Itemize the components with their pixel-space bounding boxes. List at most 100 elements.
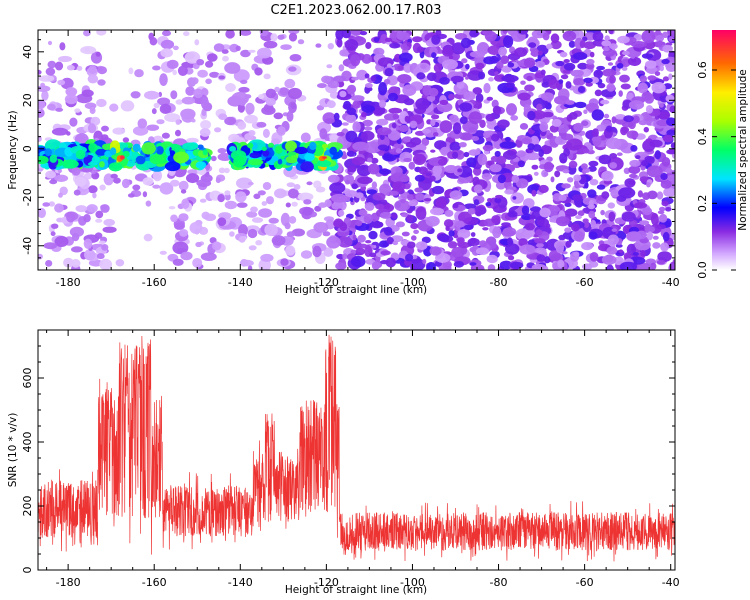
spectrogram-cell <box>594 89 602 97</box>
spectrogram-cell <box>588 261 599 268</box>
spectrogram-cell <box>50 231 56 237</box>
spectrogram-cell <box>608 30 614 35</box>
spectrogram-cell <box>535 242 544 248</box>
spectrogram-cell <box>422 258 427 265</box>
spectrogram-cell <box>640 250 646 257</box>
spectrogram-cell <box>91 156 100 164</box>
spectrogram-cell <box>327 174 340 183</box>
spectrogram-cell <box>586 58 595 65</box>
spectrogram-cell <box>370 221 383 229</box>
spectrogram-cell <box>531 164 539 170</box>
spectrogram-cell <box>49 154 58 163</box>
spectrogram-cell <box>447 241 458 249</box>
spectrogram-cell <box>367 157 373 163</box>
spectrogram-cell <box>329 146 338 155</box>
spectrogram-cell <box>581 120 589 127</box>
spectrogram-cell <box>549 125 559 133</box>
spectrogram-cell <box>335 30 344 40</box>
spectrogram-cell <box>324 118 335 124</box>
spectrogram-cell <box>484 31 497 42</box>
spectrogram-cell <box>169 150 176 157</box>
spectrogram-cell <box>413 229 419 234</box>
spectrogram-cell <box>498 46 508 56</box>
spectrogram-cell <box>218 113 228 120</box>
spectrogram-cell <box>408 200 417 207</box>
spectrogram-cell <box>350 54 361 67</box>
spectrogram-cell <box>627 56 642 66</box>
spectrogram-cell <box>397 65 404 70</box>
spectrogram-cell <box>596 184 606 190</box>
spectrogram-cell <box>55 107 64 112</box>
spectrogram-cell <box>54 203 64 213</box>
spectrogram-cell <box>89 106 96 115</box>
spectrogram-cell <box>603 46 610 52</box>
spectrogram-cell <box>38 108 45 118</box>
spectrogram-cell <box>483 130 491 139</box>
spectrogram-cell <box>291 201 298 207</box>
spectrogram-cell <box>558 79 564 84</box>
x-tick-label: -60 <box>576 276 594 289</box>
spectrogram-cell <box>38 135 42 142</box>
spectrogram-cell <box>246 211 258 218</box>
spectrogram-cell <box>201 211 210 220</box>
spectrogram-cell <box>501 230 516 237</box>
spectrogram-cell <box>59 42 66 51</box>
spectrogram-cell <box>558 195 567 202</box>
spectrogram-cell <box>406 214 414 223</box>
spectrogram-cell <box>364 202 375 211</box>
x-tick-label: -40 <box>662 276 680 289</box>
spectrogram-cell <box>629 159 641 167</box>
spectrogram-cell <box>646 231 654 241</box>
spectrogram-cell <box>335 262 347 270</box>
spectrogram-cell <box>391 213 398 219</box>
y-tick-label: 400 <box>21 432 34 453</box>
spectrogram-cell <box>531 189 537 197</box>
spectrogram-cell <box>632 252 639 256</box>
spectrogram-cell <box>373 37 380 43</box>
spectrogram-cell <box>337 236 353 248</box>
spectrogram-cell <box>545 129 551 136</box>
spectrogram-cell <box>326 236 341 249</box>
spectrogram-cell <box>662 134 674 143</box>
spectrogram-cell <box>660 172 668 181</box>
spectrogram-cell <box>371 261 380 270</box>
spectrogram-cell <box>81 89 94 97</box>
spectrogram-cell <box>457 168 463 173</box>
spectrogram-cell <box>359 30 368 36</box>
spectrogram-cell <box>559 51 568 58</box>
spectrogram-cell <box>344 39 359 51</box>
spectrogram-cell <box>254 67 263 76</box>
spectrogram-cell <box>47 60 57 69</box>
spectrogram-cell <box>383 226 393 236</box>
spectrogram-cell <box>467 208 476 215</box>
spectrogram-cell <box>505 243 520 255</box>
spectrogram-cell <box>629 173 638 179</box>
spectrogram-cell <box>482 144 494 152</box>
spectrogram-cell <box>345 114 357 124</box>
spectrogram-cell <box>355 220 363 227</box>
spectrogram-cell <box>402 136 412 143</box>
spectrogram-cell <box>403 98 415 106</box>
spectrogram-cell <box>142 191 148 198</box>
spectrogram-cell <box>262 128 270 138</box>
spectrogram-cell <box>570 69 584 77</box>
spectrogram-cell <box>621 211 636 222</box>
spectrogram-cell <box>247 158 264 166</box>
spectrogram-cell <box>458 211 472 224</box>
spectrogram-cell <box>130 91 141 99</box>
x-tick-label: -40 <box>662 576 680 589</box>
spectrogram-cell <box>469 51 486 58</box>
spectrogram-cell <box>639 176 649 183</box>
spectrogram-cell <box>408 161 416 170</box>
spectrogram-cell <box>149 37 158 46</box>
spectrogram-cell <box>607 62 614 66</box>
spectrogram-cell <box>372 105 386 116</box>
spectrogram-cell <box>213 43 225 52</box>
spectrogram-cell <box>668 73 673 80</box>
spectrogram-cell <box>508 255 515 261</box>
spectrogram-cell <box>518 238 528 247</box>
spectrogram-cell <box>247 181 254 186</box>
spectrogram-cell <box>430 207 444 216</box>
spectrogram-cell <box>327 81 340 89</box>
spectrogram-cell <box>448 93 455 100</box>
